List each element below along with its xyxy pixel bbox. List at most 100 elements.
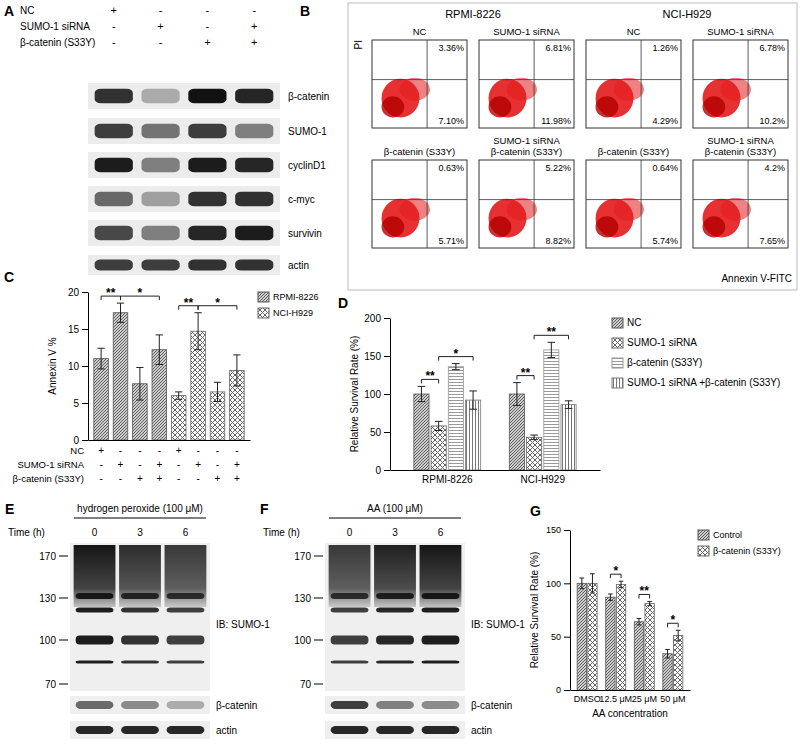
bar bbox=[544, 350, 559, 470]
quadrant-line bbox=[534, 40, 535, 128]
error-line bbox=[568, 401, 569, 409]
error-bar bbox=[579, 578, 584, 589]
blot-band bbox=[142, 89, 180, 103]
flow-frame bbox=[693, 40, 788, 128]
sumo-band bbox=[331, 636, 369, 645]
error-line bbox=[217, 382, 218, 401]
sumo-smear bbox=[374, 545, 416, 607]
error-cap bbox=[156, 364, 163, 365]
blot-band bbox=[142, 158, 180, 172]
cell-cloud bbox=[703, 216, 726, 237]
y-tick-label: 50 bbox=[370, 427, 382, 438]
band-label: β-catenin bbox=[288, 91, 329, 102]
error-cap bbox=[175, 399, 182, 400]
x-tick: RPMI-8226 bbox=[422, 470, 473, 485]
quadrant-line bbox=[372, 79, 467, 80]
time-value: 0 bbox=[347, 527, 353, 538]
quadrant-line bbox=[479, 199, 574, 200]
y-tick-mark bbox=[384, 356, 390, 357]
ib-label: IB: SUMO-1 bbox=[471, 619, 525, 630]
condition-mark: - bbox=[206, 4, 210, 16]
blot-band bbox=[235, 158, 273, 172]
y-tick-mark bbox=[384, 470, 390, 471]
y-tick-label: 15 bbox=[68, 324, 80, 335]
quadrant-percent: 0.63% bbox=[438, 163, 464, 173]
bar bbox=[171, 396, 186, 440]
error-cap bbox=[452, 369, 460, 370]
time-value: 3 bbox=[137, 527, 143, 538]
quadrant-percent: 0.64% bbox=[652, 163, 678, 173]
quadrant-line bbox=[427, 40, 428, 128]
cell-cloud bbox=[596, 79, 634, 118]
legend-label: β-catenin (S33Y) bbox=[713, 546, 781, 556]
error-cap bbox=[97, 348, 104, 349]
error-bar bbox=[418, 386, 426, 401]
axis-title: PI bbox=[353, 40, 364, 49]
panel-frame bbox=[348, 3, 797, 290]
error-cap bbox=[97, 368, 104, 369]
condition-mark: - bbox=[159, 36, 163, 48]
plot-title: SUMO-1 siRNA bbox=[493, 135, 560, 146]
condition-label: β-catenin (S33Y) bbox=[13, 473, 84, 484]
y-tick-label: 100 bbox=[364, 389, 381, 400]
bar bbox=[431, 426, 446, 470]
mw-marker: 100 bbox=[39, 635, 56, 646]
error-cap bbox=[548, 357, 556, 358]
blot-band bbox=[235, 192, 273, 206]
condition-mark: + bbox=[204, 36, 210, 48]
legend-label: Control bbox=[713, 530, 742, 540]
sumo-band bbox=[76, 608, 114, 613]
y-tick-mark bbox=[82, 329, 88, 330]
y-tick: 20 bbox=[68, 287, 88, 298]
x-tick-label: RPMI-8226 bbox=[422, 474, 473, 485]
condition-mark: + bbox=[234, 459, 240, 470]
blot-strip bbox=[325, 696, 465, 714]
error-line bbox=[198, 313, 199, 350]
blot-band bbox=[95, 192, 133, 206]
error-line bbox=[421, 386, 422, 401]
blot-band bbox=[331, 726, 369, 734]
error-cap bbox=[214, 401, 221, 402]
plot-marks bbox=[94, 303, 244, 440]
error-cap bbox=[136, 367, 143, 368]
y-tick-mark bbox=[82, 292, 88, 293]
blot-strip bbox=[88, 220, 280, 246]
mw-tick bbox=[59, 598, 68, 599]
condition-mark: + bbox=[118, 459, 124, 470]
quadrant-percent: 1.26% bbox=[652, 43, 678, 53]
cell-cloud bbox=[382, 96, 405, 117]
y-axis-title: Relative Survival Rate (%) bbox=[529, 552, 540, 669]
condition-mark: + bbox=[156, 459, 162, 470]
condition-label: β-catenin (S33Y) bbox=[20, 37, 95, 48]
condition-mark: - bbox=[119, 445, 122, 456]
cell-cloud bbox=[382, 216, 405, 237]
time-label: Time (h) bbox=[8, 527, 45, 538]
condition-mark: - bbox=[216, 445, 219, 456]
plot-title: SUMO-1 siRNA bbox=[707, 135, 774, 146]
error-line bbox=[139, 367, 140, 400]
sumo-band bbox=[121, 608, 159, 613]
band-label: survivin bbox=[288, 228, 322, 239]
y-tick-label: 0 bbox=[375, 465, 381, 476]
y-axis: 050100150 bbox=[546, 525, 571, 695]
mw-tick bbox=[59, 684, 68, 685]
error-bar bbox=[194, 313, 201, 350]
bar-chart: C05101520******Annexin V %NC+---+---SUMO… bbox=[4, 269, 319, 484]
blot-strip bbox=[88, 255, 280, 275]
error-cap bbox=[214, 382, 221, 383]
cell-cloud bbox=[703, 79, 741, 118]
bar bbox=[561, 405, 576, 470]
axis-title: Annexin V-FITC bbox=[721, 273, 792, 284]
bar bbox=[616, 584, 625, 690]
quadrant-line bbox=[372, 199, 467, 200]
y-axis: 05101520 bbox=[68, 287, 89, 446]
sumo-smear bbox=[165, 545, 207, 607]
y-tick-mark bbox=[564, 637, 570, 638]
condition-label: NC bbox=[70, 445, 84, 456]
blot-band bbox=[188, 226, 226, 240]
error-line bbox=[473, 391, 474, 409]
error-cap bbox=[548, 342, 556, 343]
error-cap bbox=[117, 303, 124, 304]
condition-mark: + bbox=[98, 445, 104, 456]
error-bar bbox=[233, 355, 240, 386]
